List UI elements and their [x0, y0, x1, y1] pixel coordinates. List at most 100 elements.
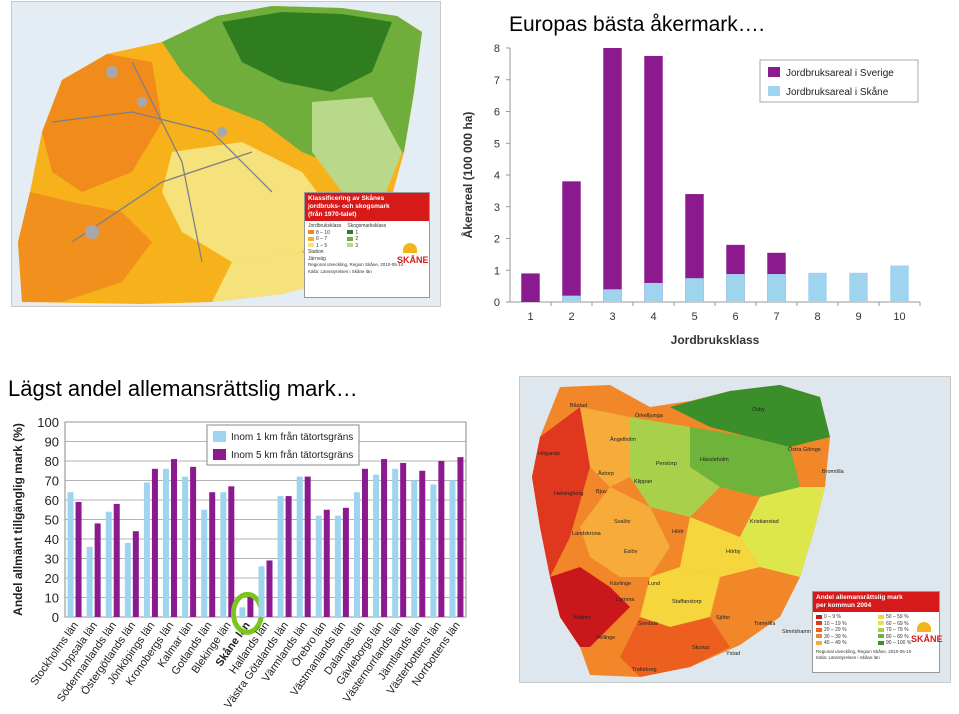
legend-label: 20 – 29 % [824, 627, 847, 633]
legend-swatch [816, 614, 822, 619]
municipality-label: Trelleborg [632, 667, 657, 673]
bar-sweden [685, 194, 704, 302]
legend-swatch [878, 627, 884, 632]
bar-within-1km [182, 476, 189, 617]
bar-skane [685, 278, 704, 302]
y-tick-label: 7 [494, 75, 500, 87]
bar-within-1km [220, 492, 227, 617]
x-tick-label: 9 [855, 311, 861, 323]
municipality-label: Perstorp [656, 461, 677, 467]
bar-within-5km [209, 492, 216, 617]
access-legend-item: 40 – 49 % [816, 640, 874, 647]
public-access-map: Båstad Örkelljunga Osby Ängelholm Höganäs Per… [519, 376, 951, 683]
legend-swatch [768, 67, 780, 77]
legend-swatch [213, 431, 226, 442]
y-tick-label: 4 [494, 170, 500, 182]
farmland-class-chart: 0 1 2 3 4 5 6 7 8 1 2 3 4 5 6 7 8 9 10 Jordbruksklass Åkerar… [460, 43, 921, 347]
municipality-label: Ängelholm [610, 436, 636, 443]
y-tick-label: 10 [45, 591, 59, 606]
municipality-label: Eslöv [624, 549, 638, 555]
bar-skane [849, 272, 868, 302]
bar-skane [644, 282, 663, 302]
bar-within-1km [258, 566, 265, 617]
y-tick-label: 70 [45, 474, 59, 489]
bar-within-1km [373, 474, 380, 617]
bar-within-5km [457, 457, 464, 617]
bar-skane [726, 274, 745, 302]
jord-item: 6 – 7 [316, 236, 328, 242]
legend-label: 10 – 19 % [824, 620, 847, 627]
bar-within-1km [105, 511, 112, 617]
legend-label: Jordbruksareal i Sverige [786, 68, 894, 79]
legend-label: 80 – 89 % [886, 633, 909, 640]
bar-skane [603, 289, 622, 302]
bar-within-1km [201, 509, 208, 617]
skog-class-label: Skogsmarksklass [347, 223, 387, 229]
bar-within-1km [430, 484, 437, 617]
legend-swatch [878, 621, 884, 626]
municipality-label: Ystad [726, 651, 740, 657]
skane-logo: SKÅNE [397, 255, 429, 265]
bar-within-5km [94, 523, 101, 617]
bar-within-1km [353, 492, 360, 617]
y-tick-label: 0 [52, 610, 59, 625]
bar-within-5km [381, 459, 388, 617]
municipality-label: Sjöbo [716, 615, 730, 621]
bar-within-1km [67, 492, 74, 617]
bar-within-5km [361, 468, 368, 617]
municipality-label: Örkelljunga [635, 412, 664, 419]
bar-skane [767, 274, 786, 302]
x-tick-label: 5 [691, 311, 697, 323]
bar-within-1km [392, 468, 399, 617]
bar-within-5km [171, 459, 178, 617]
legend-label: 60 – 69 % [886, 620, 909, 627]
municipality-label: Östra Göinge [788, 446, 821, 453]
bar-within-1km [334, 515, 341, 617]
access-legend-item: 80 – 89 % [878, 634, 936, 641]
bar-within-1km [315, 515, 322, 617]
access-legend-item: 20 – 29 % [816, 627, 874, 634]
bar-within-5km [190, 466, 197, 617]
legend-label: 30 – 39 % [824, 633, 847, 640]
y-tick-label: 5 [494, 138, 500, 150]
bar-within-1km [277, 496, 284, 617]
municipality-label: Höganäs [538, 451, 560, 457]
y-tick-label: 20 [45, 571, 59, 586]
legend-label: 0 – 9 % [824, 614, 841, 620]
farmland-map-legend: Klassificering av Skånes jordbruks- och … [304, 192, 430, 298]
municipality-label: Båstad [570, 402, 587, 409]
bar-within-5km [285, 496, 292, 617]
municipality-label: Staffanstorp [672, 599, 702, 605]
bar-within-5km [266, 560, 273, 617]
legend-label: 90 – 100 % [886, 640, 912, 646]
y-tick-label: 6 [494, 107, 500, 119]
farmland-legend-title: Klassificering av Skånes jordbruks- och … [305, 193, 429, 221]
bar-within-1km [163, 468, 170, 617]
municipality-label: Höör [672, 529, 684, 535]
bar-skane [562, 295, 581, 302]
bar-within-5km [400, 462, 407, 617]
access-legend-item: 60 – 69 % [878, 621, 936, 628]
legend-label: Inom 1 km från tätortsgräns [231, 431, 353, 443]
municipality-label: Bjuv [596, 489, 607, 495]
y-tick-label: 0 [494, 297, 500, 309]
bar-within-1km [449, 480, 456, 617]
bar-sweden [521, 273, 540, 302]
legend-label: 40 – 49 % [824, 640, 847, 646]
legend-swatch [213, 449, 226, 460]
bar-within-5km [132, 531, 139, 617]
y-axis-title: Åkerareal (100 000 ha) [460, 112, 475, 239]
y-tick-label: 40 [45, 532, 59, 547]
y-tick-label: 60 [45, 493, 59, 508]
x-tick-label: 2 [568, 311, 574, 323]
bar-within-5km [151, 468, 158, 617]
public-access-map-graphic: Båstad Örkelljunga Osby Ängelholm Höganäs Per… [520, 377, 950, 682]
y-tick-label: 100 [37, 415, 59, 430]
municipality-label: Svedala [638, 621, 659, 627]
x-tick-label: 6 [732, 311, 738, 323]
bottom-heading: Lägst andel allemansrättslig mark… [8, 376, 358, 401]
y-tick-label: 1 [494, 265, 500, 277]
municipality-label: Lund [648, 581, 660, 587]
railway-legend-item: Järnväg [308, 255, 326, 262]
